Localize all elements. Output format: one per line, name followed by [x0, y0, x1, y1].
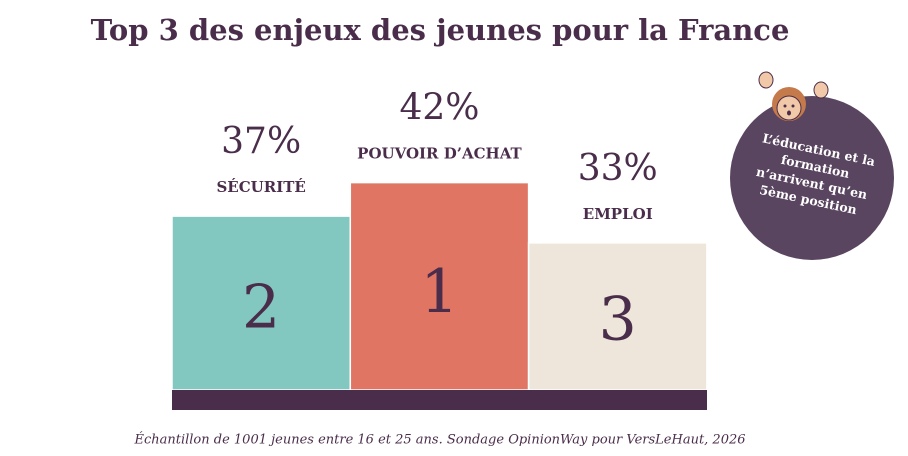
chart-title: Top 3 des enjeux des jeunes pour la Fran… — [91, 13, 790, 47]
podium-base — [172, 390, 707, 410]
face-icon — [758, 71, 829, 121]
source-note: Échantillon de 1001 jeunes entre 16 et 2… — [133, 432, 745, 448]
bar — [527, 242, 708, 391]
bubble — [730, 96, 894, 260]
rank-label: 3 — [599, 284, 637, 354]
category-label: POUVOIR D’ACHAT — [357, 145, 522, 163]
category-label: EMPLOI — [583, 205, 653, 223]
value-label: 37% — [221, 121, 301, 162]
rank-label: 1 — [420, 257, 458, 327]
value-label: 42% — [399, 88, 479, 129]
category-label: SÉCURITÉ — [216, 178, 305, 196]
bar — [171, 215, 352, 391]
value-label: 33% — [578, 148, 658, 189]
bar — [349, 181, 530, 391]
rank-label: 2 — [242, 272, 280, 342]
